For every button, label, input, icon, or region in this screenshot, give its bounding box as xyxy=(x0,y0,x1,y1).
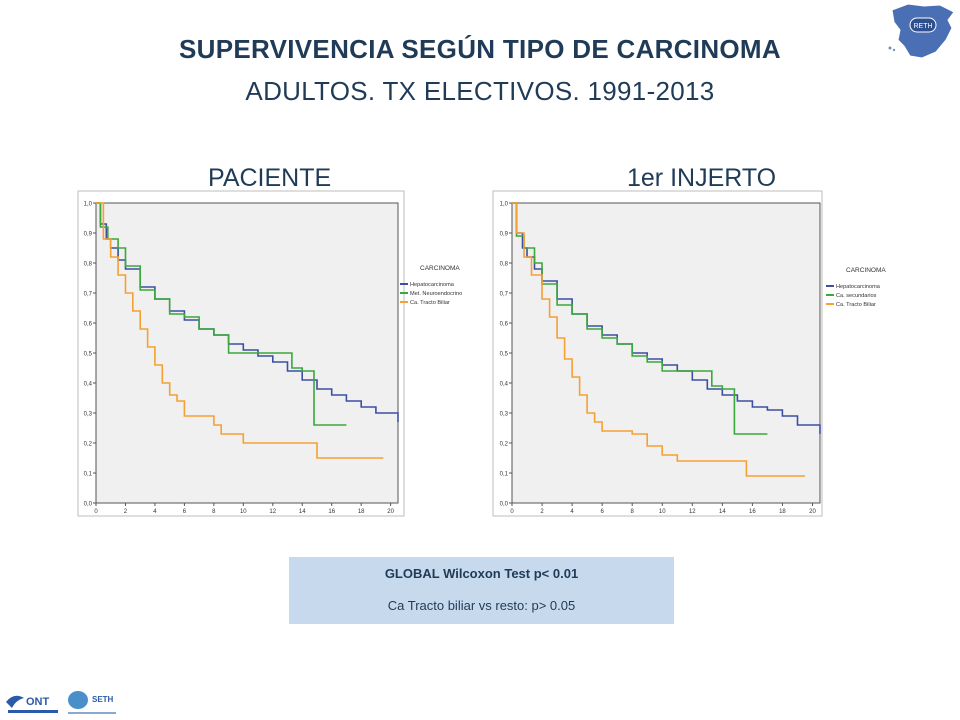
legend-label: Ca. Tracto Biliar xyxy=(836,302,876,308)
ont-logo: ONT xyxy=(6,695,58,713)
y-tick-label: 0,2 xyxy=(84,442,93,448)
reth-map-logo: RETH xyxy=(888,3,955,59)
y-tick-label: 0,1 xyxy=(500,472,509,478)
legend-label: Ca. Tracto Biliar xyxy=(410,300,450,306)
slide-title: SUPERVIVENCIA SEGÚN TIPO DE CARCINOMA xyxy=(179,34,781,64)
y-tick-label: 0,8 xyxy=(84,262,93,268)
y-tick-label: 0,6 xyxy=(84,322,93,328)
x-tick-label: 20 xyxy=(387,509,394,515)
x-tick-label: 12 xyxy=(689,509,696,515)
x-tick-label: 16 xyxy=(328,509,335,515)
y-tick-label: 0,5 xyxy=(500,352,509,358)
stats-line-biliar: Ca Tracto biliar vs resto: p> 0.05 xyxy=(387,598,576,613)
x-tick-label: 18 xyxy=(358,509,365,515)
footer-logos: ONT SETH xyxy=(6,691,116,714)
y-tick-label: 0,3 xyxy=(84,412,93,418)
series-line-ca-tracto-biliar xyxy=(96,202,384,459)
y-tick-label: 0,4 xyxy=(500,382,509,388)
y-tick-label: 0,9 xyxy=(500,232,509,238)
x-tick-label: 6 xyxy=(183,509,187,515)
y-tick-label: 0,2 xyxy=(500,442,509,448)
reth-logo-text: RETH xyxy=(913,23,932,30)
legend-label: Hepatocarcinoma xyxy=(836,284,881,290)
plot-area xyxy=(511,202,821,504)
x-tick-label: 16 xyxy=(749,509,756,515)
x-tick-label: 2 xyxy=(540,509,544,515)
x-tick-label: 14 xyxy=(719,509,726,515)
x-tick-label: 4 xyxy=(570,509,574,515)
y-tick-label: 0,9 xyxy=(84,232,93,238)
x-tick-label: 12 xyxy=(269,509,276,515)
svg-text:SETH: SETH xyxy=(92,695,114,704)
slide-subtitle: ADULTOS. TX ELECTIVOS. 1991-2013 xyxy=(245,76,715,106)
panel-title-injerto: 1er INJERTO xyxy=(627,164,777,192)
y-tick-label: 0,3 xyxy=(500,412,509,418)
y-tick-label: 0,1 xyxy=(84,472,93,478)
y-tick-label: 0,0 xyxy=(500,502,509,508)
x-tick-label: 18 xyxy=(779,509,786,515)
stats-box: GLOBAL Wilcoxon Test p< 0.01 Ca Tracto b… xyxy=(289,557,674,624)
y-tick-label: 0,0 xyxy=(84,502,93,508)
y-tick-label: 1,0 xyxy=(84,202,93,208)
x-tick-label: 0 xyxy=(510,509,514,515)
x-tick-label: 6 xyxy=(600,509,604,515)
legend-label: Met. Neuroendocrino xyxy=(410,291,462,297)
y-tick-label: 0,7 xyxy=(500,292,509,298)
legend-label: Hepatocarcinoma xyxy=(410,282,455,288)
x-tick-label: 2 xyxy=(124,509,128,515)
y-tick-label: 1,0 xyxy=(500,202,509,208)
x-tick-label: 8 xyxy=(631,509,635,515)
series-line-ca-secundarios xyxy=(512,202,768,435)
stats-line-global: GLOBAL Wilcoxon Test p< 0.01 xyxy=(384,566,579,581)
x-tick-label: 10 xyxy=(240,509,247,515)
y-tick-label: 0,7 xyxy=(84,292,93,298)
y-tick-label: 0,4 xyxy=(84,382,93,388)
seth-logo: SETH xyxy=(68,691,116,714)
legend-title: CARCINOMA xyxy=(420,265,460,272)
legend-label: Ca. secundarios xyxy=(836,293,877,299)
series-line-met-neuroendocrino xyxy=(96,202,347,426)
y-tick-label: 0,8 xyxy=(500,262,509,268)
x-tick-label: 20 xyxy=(809,509,816,515)
x-tick-label: 4 xyxy=(153,509,157,515)
svg-text:ONT: ONT xyxy=(26,696,50,708)
x-tick-label: 0 xyxy=(94,509,98,515)
panel-title-paciente: PACIENTE xyxy=(208,164,332,192)
legend-title: CARCINOMA xyxy=(846,267,886,274)
x-tick-label: 14 xyxy=(299,509,306,515)
x-tick-label: 10 xyxy=(659,509,666,515)
series-line-ca-tracto-biliar xyxy=(512,202,805,477)
y-tick-label: 0,5 xyxy=(84,352,93,358)
y-tick-label: 0,6 xyxy=(500,322,509,328)
x-tick-label: 8 xyxy=(212,509,216,515)
